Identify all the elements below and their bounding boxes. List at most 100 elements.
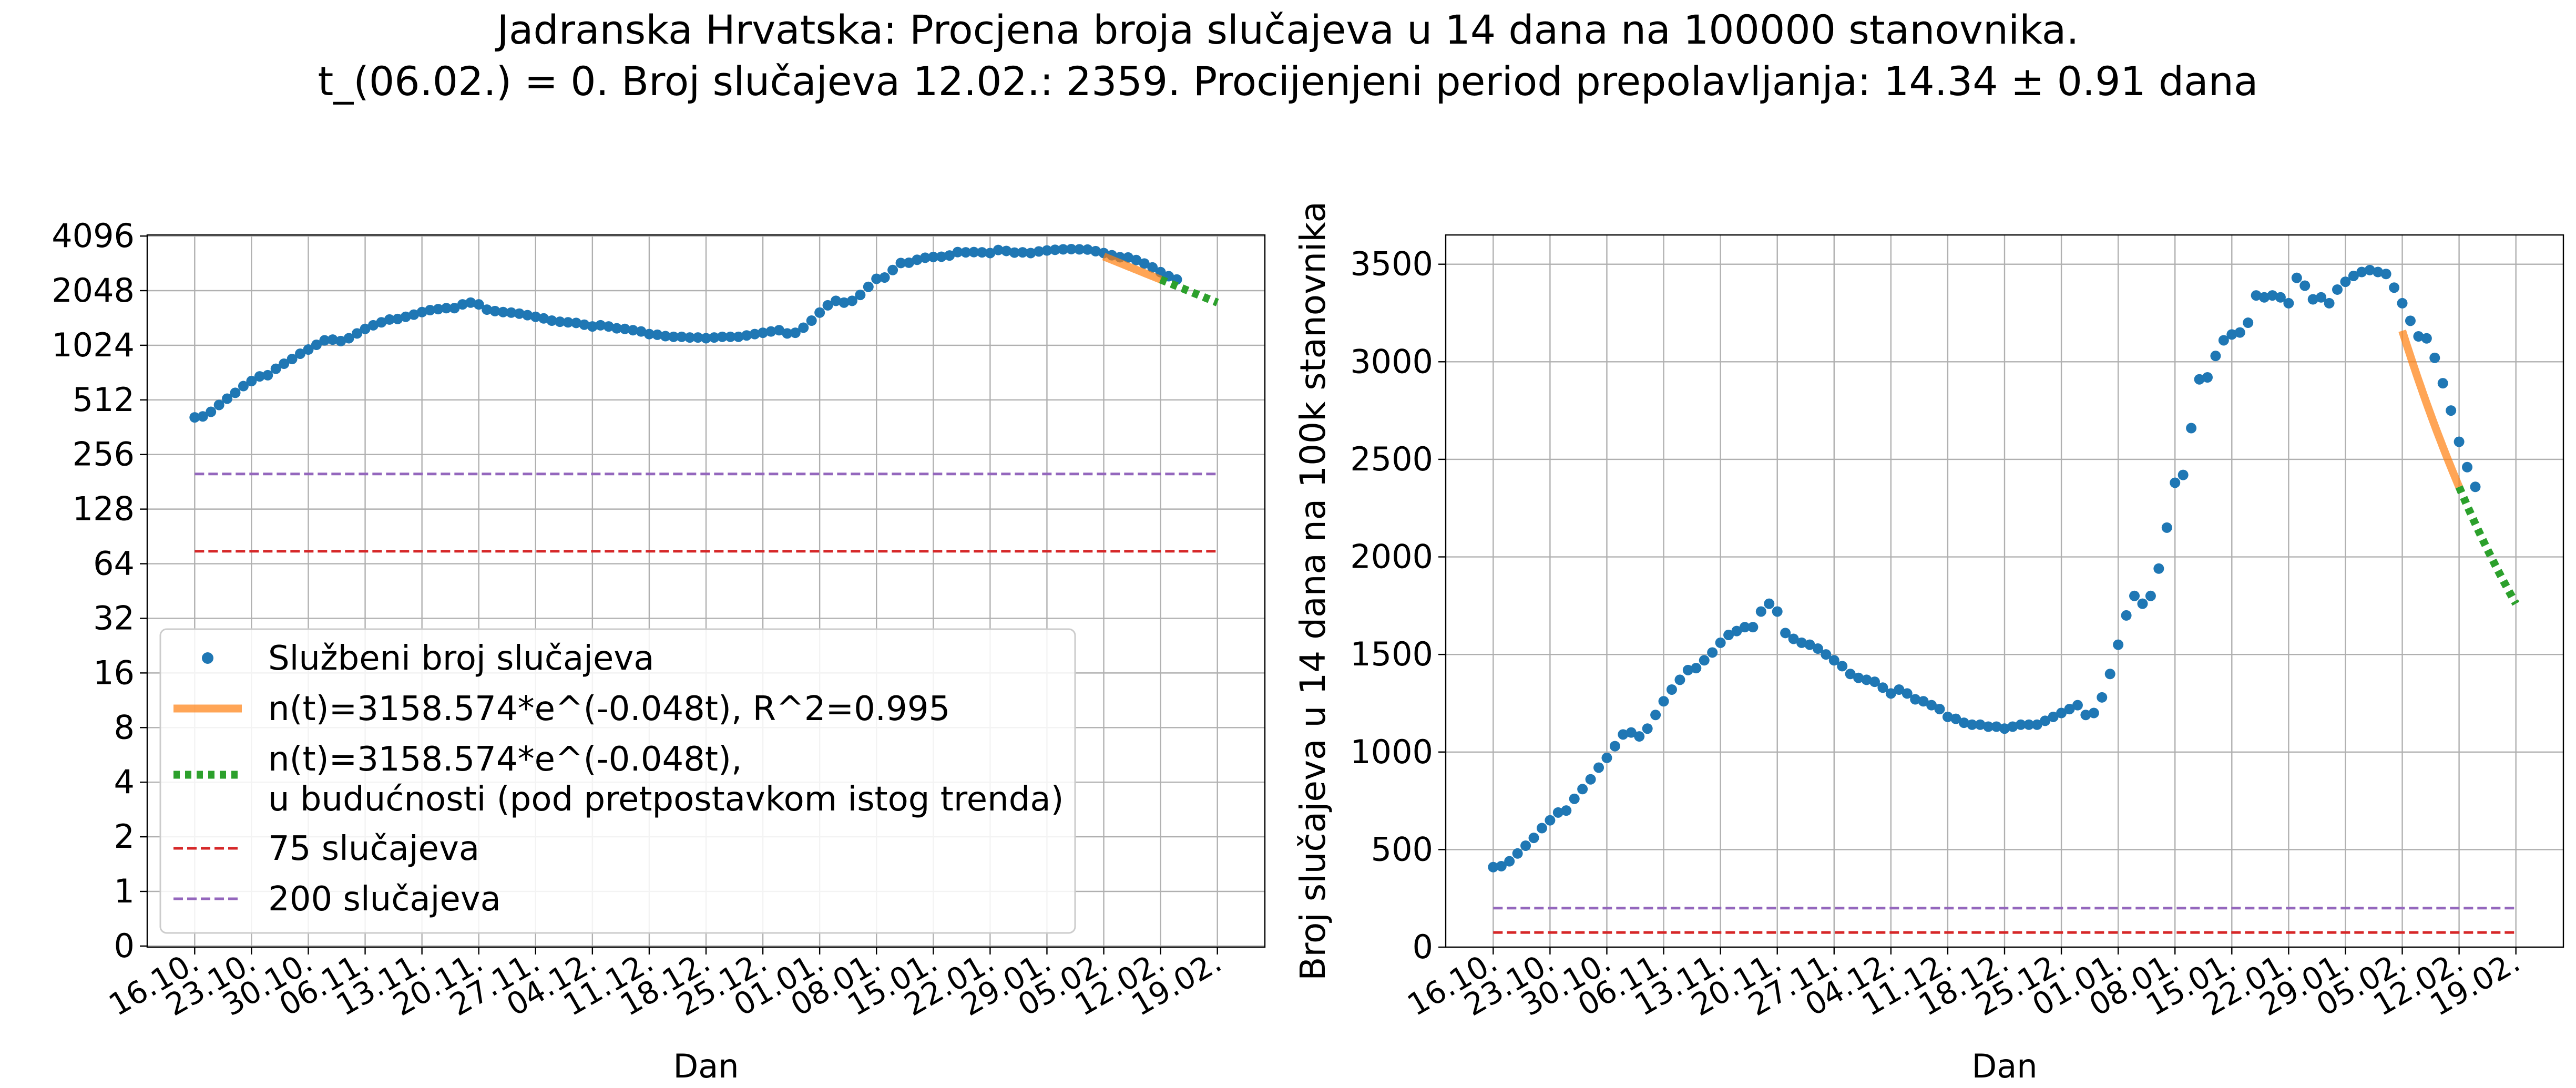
data-point (2153, 563, 2164, 574)
data-point (1691, 663, 1702, 674)
data-point (367, 320, 379, 331)
data-point (425, 304, 436, 315)
data-point (1926, 700, 1937, 711)
future-trend-line (1159, 275, 1219, 306)
data-point (1885, 688, 1896, 699)
data-point (1545, 815, 1556, 826)
data-point (1528, 833, 1539, 844)
fit-line (1102, 253, 1162, 283)
data-point (1747, 622, 1759, 633)
data-point (2137, 598, 2148, 609)
data-point (498, 306, 509, 317)
data-point (1536, 823, 1547, 834)
data-point (570, 317, 581, 329)
data-point (1074, 244, 1085, 255)
data-point (2015, 719, 2026, 730)
data-point (530, 311, 541, 322)
data-point (2405, 315, 2416, 326)
y-tick-label: 4 (114, 763, 135, 801)
data-point (2356, 266, 2367, 278)
data-point (2324, 297, 2335, 309)
data-point (944, 250, 955, 261)
axis-ticks: 16.10.23.10.30.10.06.11.13.11.20.11.27.1… (52, 217, 1227, 1023)
data-point (327, 334, 338, 345)
data-point (1041, 245, 1052, 256)
data-point (555, 316, 566, 327)
data-point (1739, 622, 1750, 633)
x-axis-label: Dan (673, 1047, 739, 1085)
data-point (1723, 630, 1734, 641)
data-point (1650, 710, 1661, 721)
data-point (1034, 246, 1045, 257)
data-point (1569, 793, 1580, 804)
data-point (2275, 292, 2286, 303)
y-tick-label: 2000 (1350, 538, 1433, 576)
grid-lines (1446, 235, 2563, 948)
data-point (2462, 461, 2473, 473)
data-point (879, 272, 890, 283)
data-point (1609, 741, 1620, 752)
data-point (2454, 436, 2465, 447)
data-point (2178, 469, 2189, 480)
data-point (1504, 856, 1515, 867)
data-point (1804, 639, 1815, 650)
data-point (1017, 247, 1028, 258)
data-point (2072, 700, 2083, 711)
y-tick-label: 8 (114, 708, 135, 746)
data-point (2283, 297, 2294, 309)
data-point (2267, 290, 2278, 301)
data-point (643, 329, 655, 340)
data-point (1910, 694, 1921, 705)
data-point (709, 332, 720, 343)
data-point (343, 333, 354, 344)
data-point (1821, 649, 1832, 660)
y-tick-label: 1024 (52, 326, 135, 364)
data-point (246, 376, 257, 387)
data-point (1812, 643, 1823, 654)
data-point (1009, 247, 1020, 258)
data-point (1058, 244, 1069, 255)
data-point (1674, 674, 1685, 685)
data-point (806, 315, 817, 326)
plot-area (189, 243, 1219, 553)
data-point (270, 363, 281, 374)
data-point (855, 290, 866, 301)
data-point (2389, 282, 2400, 293)
data-point (1894, 684, 1905, 695)
legend-marker-official (202, 652, 213, 664)
data-point (587, 321, 598, 332)
y-tick-label: 512 (73, 381, 135, 419)
data-point (262, 369, 273, 381)
data-point (441, 303, 452, 314)
data-point (2251, 290, 2262, 301)
data-point (895, 258, 906, 269)
y-tick-label: 256 (73, 435, 135, 474)
left-chart-log-scale: 16.10.23.10.30.10.06.11.13.11.20.11.27.1… (52, 217, 1266, 1085)
data-point (985, 248, 996, 259)
data-point (2186, 423, 2197, 434)
data-point (814, 307, 825, 318)
official-cases-points (1488, 264, 2481, 873)
data-point (1090, 245, 1101, 256)
data-point (2234, 327, 2245, 338)
legend: Službeni broj slučajeva n(t)=3158.574*e^(… (159, 628, 1076, 934)
data-point (465, 297, 476, 308)
legend-label-future-line1: n(t)=3158.574*e^(-0.048t), (268, 740, 742, 779)
data-point (189, 412, 200, 423)
legend-label-200: 200 slučajeva (268, 880, 501, 919)
plot-frame (1445, 234, 2564, 948)
data-point (603, 321, 614, 332)
data-point (701, 333, 711, 344)
data-point (2129, 590, 2140, 601)
y-tick-label: 3000 (1350, 342, 1433, 381)
data-point (2161, 522, 2172, 533)
data-point (1828, 655, 1839, 666)
data-point (628, 325, 639, 336)
data-point (636, 326, 647, 337)
data-point (1861, 674, 1872, 685)
data-point (1593, 762, 1604, 773)
data-point (903, 257, 914, 268)
data-point (206, 406, 217, 417)
title-line-2: t_(06.02.) = 0. Broj slučajeva 12.02.: 2… (318, 58, 2258, 105)
